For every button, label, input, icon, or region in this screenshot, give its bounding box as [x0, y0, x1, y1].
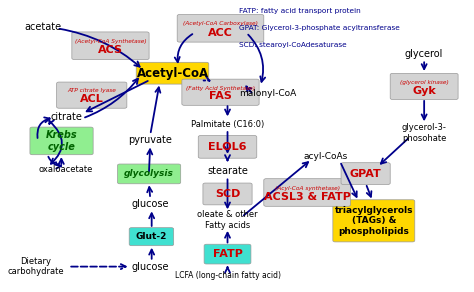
- Text: FATP: FATP: [212, 249, 242, 259]
- Text: oleate & other
Fatty acids: oleate & other Fatty acids: [197, 211, 258, 230]
- FancyBboxPatch shape: [341, 163, 390, 185]
- Text: (Fatty Acid Synthetase): (Fatty Acid Synthetase): [186, 86, 255, 91]
- Text: (glycerol kinase): (glycerol kinase): [400, 80, 448, 85]
- Text: SCD: SCD: [215, 189, 240, 199]
- Text: oxaloacetate: oxaloacetate: [39, 165, 93, 174]
- FancyBboxPatch shape: [264, 179, 350, 206]
- Text: (Acetyl-CoA Synthetase): (Acetyl-CoA Synthetase): [75, 39, 146, 44]
- FancyBboxPatch shape: [136, 62, 209, 84]
- Text: LCFA (long-chain fatty acid): LCFA (long-chain fatty acid): [174, 271, 281, 280]
- FancyBboxPatch shape: [177, 15, 264, 42]
- Text: (Acetyl-CoA Carboxylase): (Acetyl-CoA Carboxylase): [183, 21, 258, 26]
- Text: glycolysis: glycolysis: [124, 169, 174, 178]
- Text: FATP: fatty acid transport protein: FATP: fatty acid transport protein: [239, 8, 361, 14]
- FancyBboxPatch shape: [204, 244, 251, 264]
- Text: glucose: glucose: [131, 262, 169, 272]
- Text: ACC: ACC: [208, 28, 233, 38]
- Text: ATP citrate lyase: ATP citrate lyase: [67, 88, 116, 93]
- Text: Glut-2: Glut-2: [136, 232, 167, 241]
- FancyBboxPatch shape: [118, 164, 181, 184]
- Text: ACS: ACS: [98, 45, 123, 55]
- Text: stearate: stearate: [207, 166, 248, 176]
- Text: ACSL3 & FATP: ACSL3 & FATP: [264, 192, 351, 202]
- FancyBboxPatch shape: [30, 127, 93, 155]
- FancyBboxPatch shape: [129, 228, 173, 246]
- Text: Krebs
cycle: Krebs cycle: [46, 130, 77, 152]
- FancyBboxPatch shape: [72, 32, 149, 60]
- Text: pyruvate: pyruvate: [128, 135, 172, 145]
- Text: acyl-CoAs: acyl-CoAs: [304, 152, 348, 161]
- FancyBboxPatch shape: [198, 135, 257, 158]
- Text: FAS: FAS: [209, 91, 232, 101]
- Text: ELOL6: ELOL6: [208, 142, 247, 152]
- FancyBboxPatch shape: [390, 73, 458, 100]
- Text: malonyl-CoA: malonyl-CoA: [239, 89, 296, 98]
- Text: glycerol: glycerol: [405, 49, 443, 60]
- Text: (Acyl-CoA synthetase): (Acyl-CoA synthetase): [274, 185, 339, 191]
- Text: citrate: citrate: [50, 112, 82, 122]
- Text: triacylglycerols
(TAGs) &
phospholipids: triacylglycerols (TAGs) & phospholipids: [335, 206, 413, 236]
- Text: GPAT: GPAT: [350, 168, 382, 179]
- Text: Palmitate (C16:0): Palmitate (C16:0): [191, 120, 264, 129]
- FancyBboxPatch shape: [182, 79, 259, 105]
- Text: SCD: stearoyl-CoAdesaturase: SCD: stearoyl-CoAdesaturase: [239, 42, 347, 48]
- Text: GPAT: Glycerol-3-phosphate acyltransferase: GPAT: Glycerol-3-phosphate acyltransfera…: [239, 25, 400, 31]
- Text: glucose: glucose: [131, 199, 169, 209]
- FancyBboxPatch shape: [203, 183, 252, 205]
- Text: Acetyl-CoA: Acetyl-CoA: [137, 67, 209, 80]
- Text: ACL: ACL: [80, 94, 104, 104]
- FancyBboxPatch shape: [333, 200, 415, 242]
- Text: acetate: acetate: [24, 22, 61, 32]
- Text: glycerol-3-
phosohate: glycerol-3- phosohate: [401, 123, 447, 142]
- Text: Gyk: Gyk: [412, 86, 436, 95]
- FancyBboxPatch shape: [56, 82, 127, 108]
- Text: Dietary
carbohydrate: Dietary carbohydrate: [7, 257, 64, 276]
